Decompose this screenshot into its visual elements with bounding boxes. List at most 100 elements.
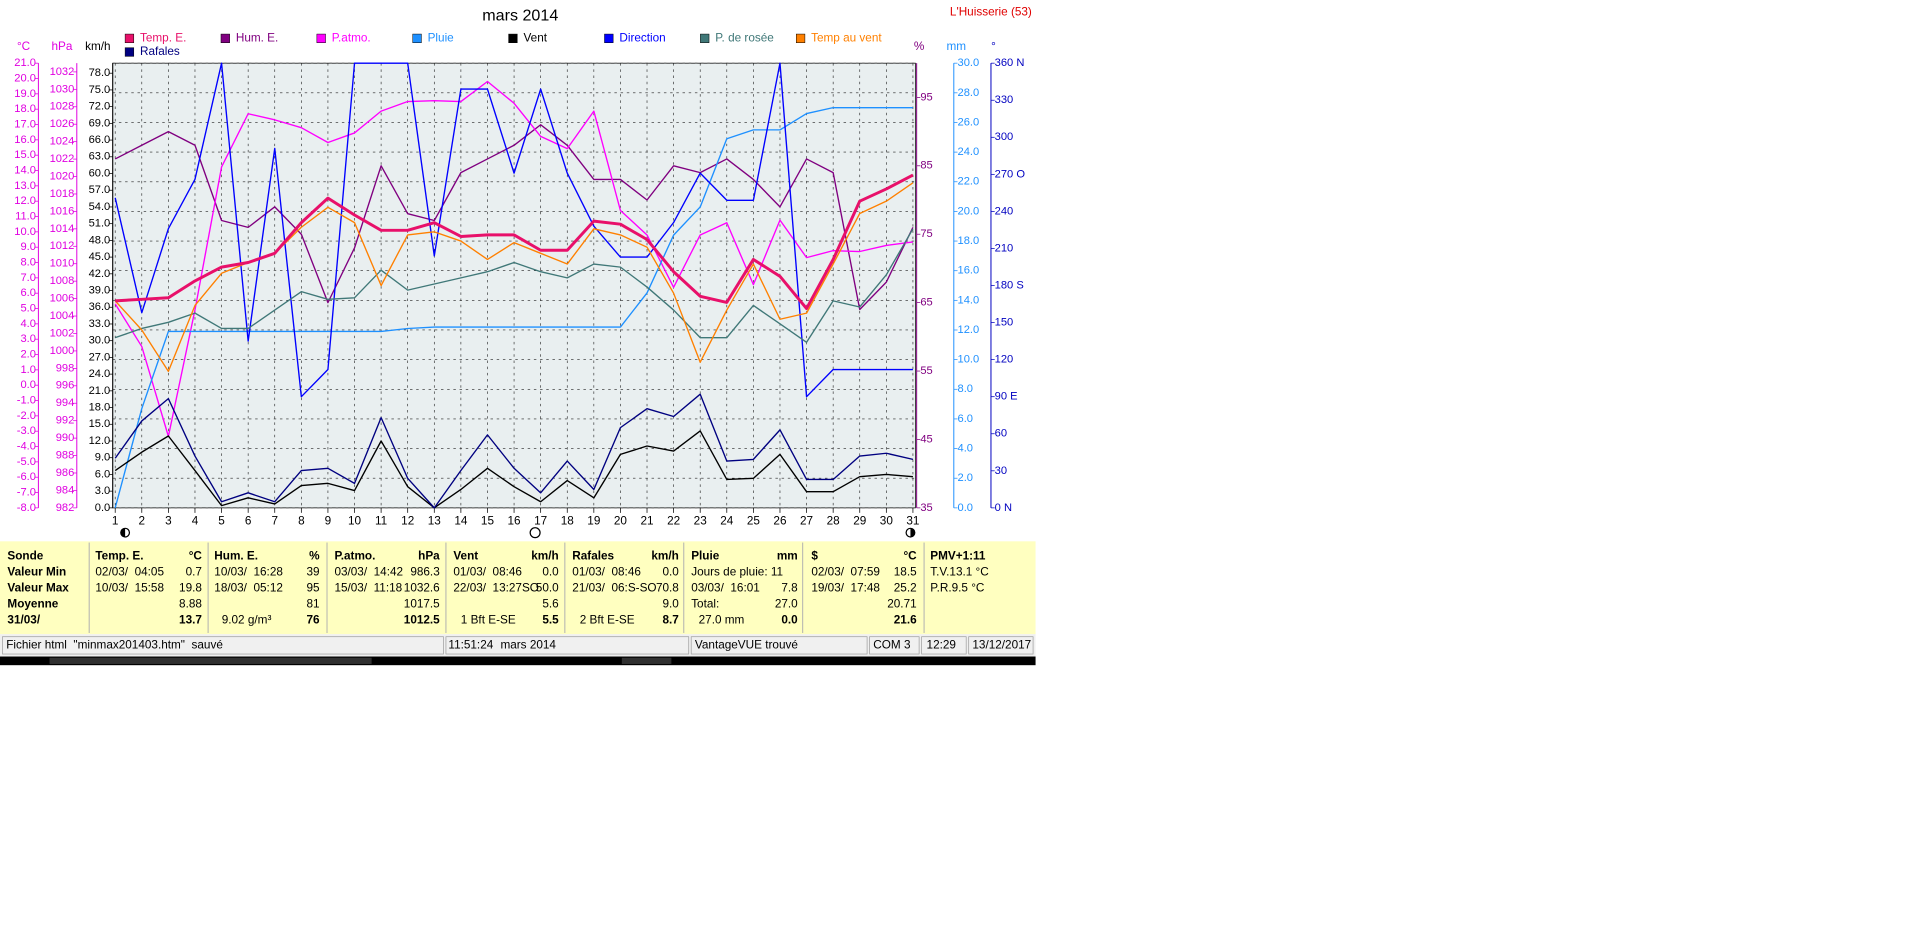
legend-label: P.atmo. [332, 32, 371, 45]
y-tick-label: 13.0 [14, 180, 36, 192]
cell-value: 70.8 [656, 581, 679, 594]
legend-swatch [795, 33, 806, 43]
cell-value: 1017.5 [404, 598, 440, 611]
axes: 1 2 3 4 5 6 7 8 9 10 11 12 13 14 15 16 17 18 19 20 21 22 23 24 2… [14, 40, 1025, 527]
y-tick-label: 1004 [50, 310, 75, 322]
column-header: Vent [453, 549, 478, 562]
cell-label: 15/03/ 11:18 [334, 581, 402, 594]
cell-label: 1 Bft E-SE [461, 614, 516, 627]
y-tick-label: 18.0 [958, 235, 980, 247]
y-tick-label: 66.0 [89, 134, 111, 146]
y-tick-label: 2.0 [20, 348, 35, 360]
cell-label: 9.02 g/m³ [222, 614, 272, 627]
y-tick-label: 69.0 [89, 117, 111, 129]
y-tick-label: 1026 [50, 118, 75, 130]
series-line [114, 62, 913, 398]
cell-value: 8.88 [179, 598, 202, 611]
legend-label: Temp. E. [140, 32, 186, 45]
y-tick-label: 20.0 [14, 72, 36, 84]
y-tick-label: -2.0 [17, 410, 36, 422]
y-tick-label: 8.0 [20, 256, 35, 268]
y-tick-label: -8.0 [17, 502, 36, 514]
row-label: Moyenne [7, 598, 58, 611]
x-tick-label: 28 [827, 515, 841, 528]
column-unit: °C [189, 549, 203, 562]
y-tick-label: 42.0 [89, 268, 111, 280]
x-tick-label: 27 [800, 515, 813, 528]
y-tick-label: 90 E [995, 391, 1018, 403]
y-tick-label: 9.0 [20, 241, 35, 253]
y-tick-label: 21.0 [89, 385, 111, 397]
cell-label: 02/03/ 07:59 [811, 565, 880, 578]
cell-label: 22/03/ 13:27SO [453, 581, 539, 594]
taskbar [0, 656, 1036, 666]
y-axis-title: hPa [51, 40, 72, 53]
x-tick-label: 26 [773, 515, 787, 528]
y-tick-label: 30.0 [89, 335, 111, 347]
series-line [114, 430, 913, 509]
column-header: Pluie [691, 549, 720, 562]
y-tick-label: 3.0 [20, 333, 35, 345]
y-tick-label: 1002 [50, 327, 75, 339]
y-tick-label: 1010 [50, 258, 75, 270]
status-cell [445, 636, 690, 655]
y-tick-label: 990 [56, 432, 75, 444]
y-tick-label: 1032 [50, 66, 75, 78]
cell-value: 19.8 [179, 581, 202, 594]
y-tick-label: 996 [56, 380, 75, 392]
series-line [115, 173, 914, 311]
y-tick-label: -3.0 [17, 425, 36, 437]
y-tick-label: 39.0 [89, 284, 111, 296]
cell-label: Jours de pluie: 11 [691, 565, 783, 578]
cell-value: 18.5 [894, 565, 917, 578]
y-tick-label: 1018 [50, 188, 75, 200]
y-tick-label: 35 [920, 502, 932, 514]
y-tick-label: 5.0 [20, 302, 35, 314]
cell-value: 95 [307, 581, 321, 594]
column-unit: % [309, 549, 320, 562]
station-name: L'Huisserie (53) [950, 5, 1032, 18]
series-line [114, 124, 914, 311]
moon-phases [120, 527, 916, 539]
x-tick-label: 23 [694, 515, 708, 528]
moon-icon [120, 528, 126, 537]
row-label: Valeur Min [7, 565, 66, 578]
legend-label: P. de rosée [715, 32, 774, 45]
stats-panel [0, 541, 1036, 635]
y-tick-label: 18.0 [14, 103, 36, 115]
x-tick-label: 6 [245, 515, 252, 528]
status-text: 11:51:24 [448, 638, 493, 651]
status-bar [0, 634, 1036, 657]
y-tick-label: 1020 [50, 170, 75, 182]
taskbar-item [49, 657, 372, 664]
cell-label: 10/03/ 15:58 [95, 581, 164, 594]
cell-label: P.R.9.5 °C [930, 581, 985, 594]
legend-swatch [412, 33, 422, 43]
cell-value: 27.0 [775, 598, 798, 611]
x-tick-label: 15 [481, 515, 495, 528]
x-tick-label: 14 [454, 515, 468, 528]
column-header: P.atmo. [334, 549, 375, 562]
column-unit: mm [777, 549, 798, 562]
y-tick-label: 85 [920, 160, 932, 172]
cell-value: 25.2 [894, 581, 917, 594]
status-text: 12:29 [927, 638, 956, 651]
x-tick-label: 25 [747, 515, 761, 528]
y-tick-label: 15.0 [14, 149, 36, 161]
y-tick-label: 12.0 [14, 195, 36, 207]
x-tick-label: 21 [640, 515, 653, 528]
status-text: COM 3 [873, 638, 911, 651]
x-tick-label: 7 [271, 515, 278, 528]
x-tick-label: 20 [614, 515, 628, 528]
row-label: Sonde [7, 549, 43, 562]
cell-label: 02/03/ 04:05 [95, 565, 164, 578]
column-header: Hum. E. [214, 549, 258, 562]
y-tick-label: 75.0 [89, 84, 111, 96]
cell-label: 03/03/ 16:01 [691, 581, 760, 594]
y-tick-label: 6.0 [20, 287, 35, 299]
y-tick-label: 36.0 [89, 301, 111, 313]
x-tick-label: 29 [853, 515, 866, 528]
cell-label: 27.0 mm [699, 614, 745, 627]
legend-label: Temp au vent [811, 32, 882, 45]
